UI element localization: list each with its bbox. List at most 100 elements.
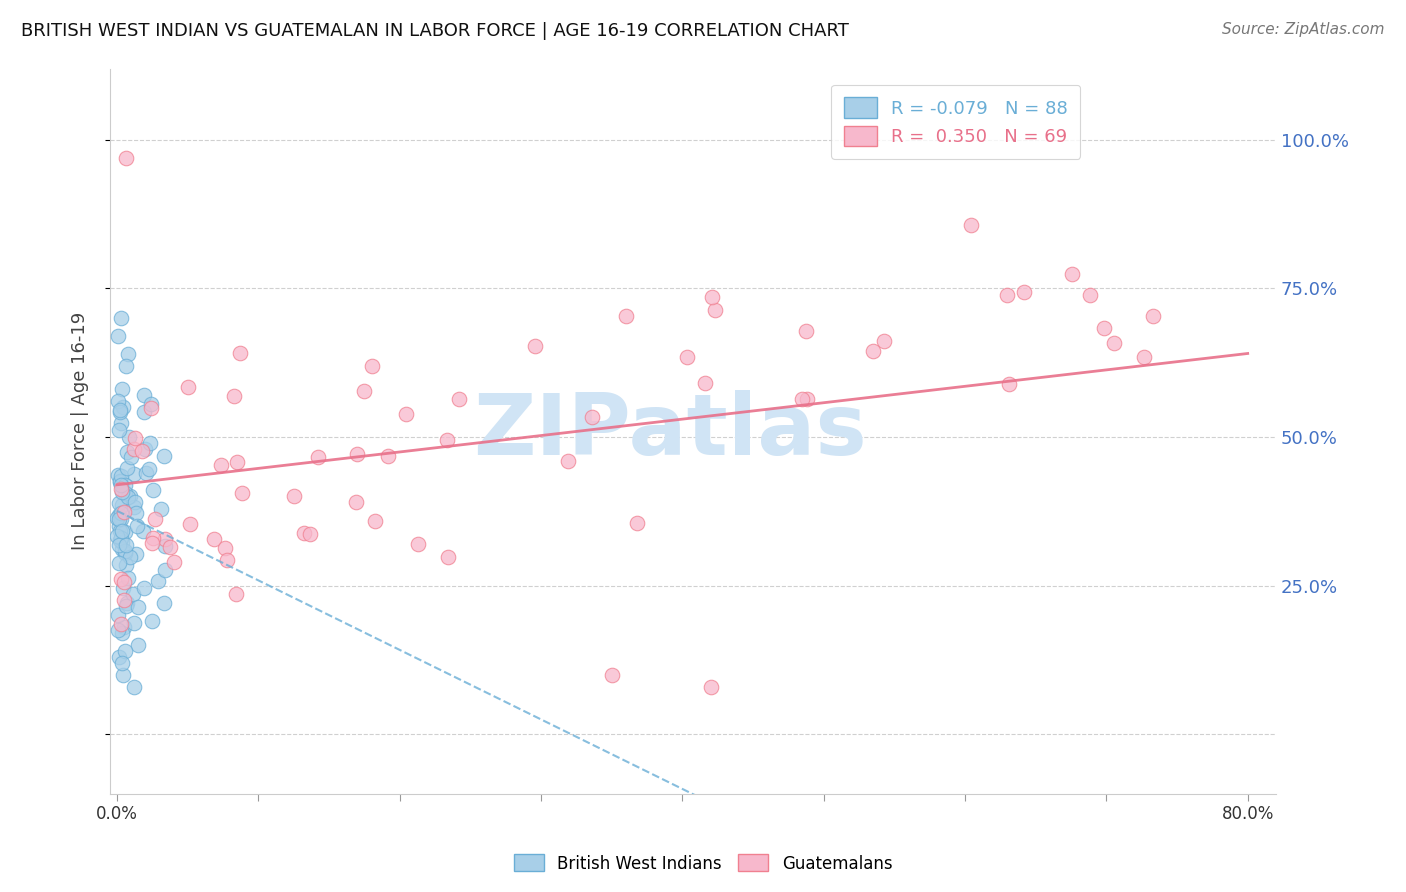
Point	[141, 536, 163, 550]
Point	[117, 571, 139, 585]
Point	[122, 467, 145, 481]
Y-axis label: In Labor Force | Age 16-19: In Labor Force | Age 16-19	[72, 312, 89, 550]
Point	[1092, 320, 1115, 334]
Point	[132, 405, 155, 419]
Point	[112, 581, 135, 595]
Legend: British West Indians, Guatemalans: British West Indians, Guatemalans	[508, 847, 898, 880]
Point	[153, 539, 176, 553]
Point	[114, 525, 136, 540]
Point	[107, 608, 129, 623]
Point	[110, 405, 132, 419]
Point	[127, 599, 149, 614]
Point	[626, 516, 648, 530]
Point	[139, 397, 162, 411]
Point	[132, 388, 155, 402]
Point	[699, 680, 721, 694]
Point	[153, 449, 176, 463]
Point	[110, 512, 132, 526]
Point	[436, 549, 458, 564]
Point	[225, 587, 247, 601]
Point	[122, 680, 145, 694]
Point	[616, 309, 638, 323]
Point	[862, 344, 884, 359]
Point	[111, 383, 134, 397]
Point	[115, 359, 138, 373]
Point	[307, 450, 329, 465]
Point	[215, 553, 238, 567]
Point	[229, 346, 252, 360]
Point	[292, 525, 315, 540]
Point	[110, 478, 132, 492]
Point	[299, 527, 322, 541]
Point	[159, 541, 181, 555]
Point	[225, 455, 247, 469]
Point	[114, 644, 136, 658]
Point	[108, 650, 131, 665]
Point	[353, 384, 375, 398]
Point	[110, 656, 132, 670]
Point	[209, 458, 232, 473]
Point	[110, 617, 132, 632]
Point	[118, 490, 141, 504]
Point	[1062, 267, 1084, 281]
Point	[142, 531, 165, 545]
Point	[111, 524, 134, 538]
Point	[1078, 288, 1101, 302]
Point	[120, 450, 142, 464]
Point	[112, 574, 135, 589]
Point	[118, 549, 141, 564]
Point	[111, 498, 134, 512]
Point	[127, 638, 149, 652]
Point	[131, 444, 153, 458]
Point	[557, 454, 579, 468]
Point	[676, 350, 699, 364]
Point	[1133, 350, 1156, 364]
Point	[107, 512, 129, 526]
Point	[143, 512, 166, 526]
Point	[132, 524, 155, 538]
Point	[141, 614, 163, 628]
Point	[111, 401, 134, 415]
Point	[114, 546, 136, 560]
Text: Source: ZipAtlas.com: Source: ZipAtlas.com	[1222, 22, 1385, 37]
Point	[436, 433, 458, 447]
Point	[114, 151, 136, 165]
Point	[1104, 336, 1126, 351]
Point	[115, 597, 138, 611]
Point	[202, 532, 225, 546]
Point	[704, 303, 727, 318]
Point	[998, 377, 1021, 392]
Point	[153, 563, 176, 577]
Point	[117, 347, 139, 361]
Point	[110, 524, 132, 539]
Point	[110, 533, 132, 547]
Point	[105, 510, 128, 524]
Point	[112, 620, 135, 634]
Point	[364, 514, 387, 528]
Point	[125, 519, 148, 533]
Point	[344, 495, 367, 509]
Point	[702, 291, 724, 305]
Point	[122, 500, 145, 514]
Point	[114, 478, 136, 492]
Point	[139, 435, 162, 450]
Point	[112, 592, 135, 607]
Point	[110, 482, 132, 496]
Point	[114, 485, 136, 500]
Point	[135, 466, 157, 480]
Point	[142, 483, 165, 497]
Point	[122, 616, 145, 631]
Point	[523, 339, 546, 353]
Point	[110, 311, 132, 326]
Point	[124, 495, 146, 509]
Point	[179, 517, 201, 532]
Point	[115, 461, 138, 475]
Point	[406, 537, 429, 551]
Point	[447, 392, 470, 406]
Legend: R = -0.079   N = 88, R =  0.350   N = 69: R = -0.079 N = 88, R = 0.350 N = 69	[831, 85, 1080, 159]
Point	[377, 449, 399, 463]
Point	[111, 542, 134, 557]
Point	[122, 442, 145, 456]
Point	[110, 403, 132, 417]
Point	[1012, 285, 1035, 299]
